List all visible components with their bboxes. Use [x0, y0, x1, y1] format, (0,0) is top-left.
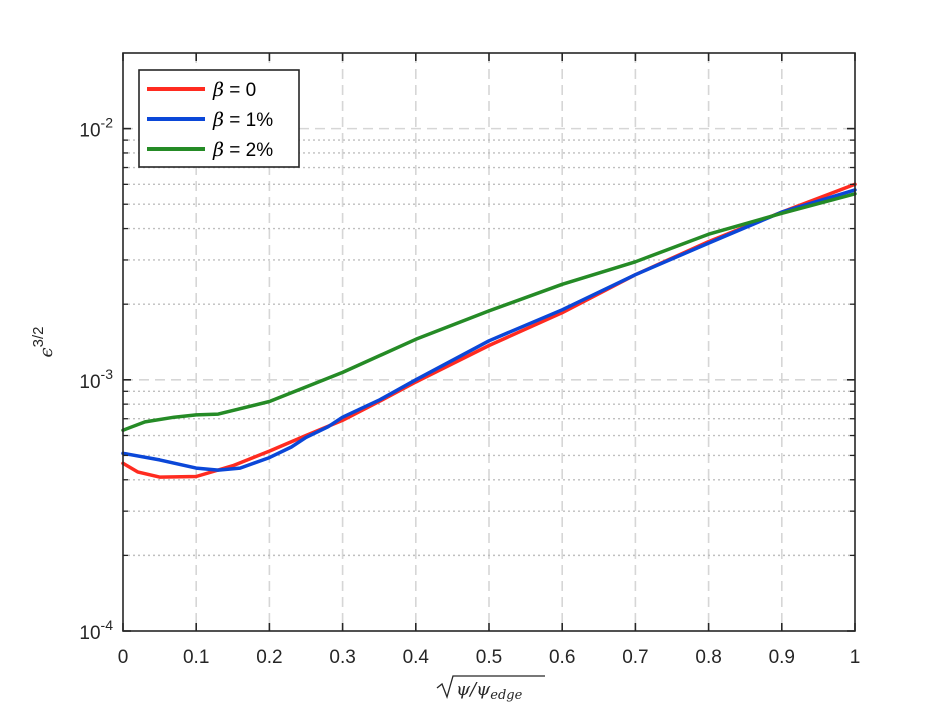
x-tick-labels: 0 0.1 0.2 0.3 0.4 0.5 0.6 0.7 0.8 0.9 1 [118, 647, 861, 668]
legend-label: β = 1% [212, 109, 273, 131]
y-axis-label: ϵ3/2 [30, 327, 57, 358]
x-tick-label: 0.2 [256, 647, 282, 668]
legend-label-value: = 0 [224, 80, 256, 101]
legend-label: β = 0 [212, 79, 256, 101]
y-tick-label-exp: -4 [101, 617, 114, 633]
axis-ticks [122, 53, 856, 632]
y-tick-label: 10-2 [79, 115, 113, 142]
x-tick-label: 0 [118, 647, 129, 668]
y-tick-label-base: 10 [79, 623, 100, 644]
series-lines [121, 182, 857, 479]
grid-lines [123, 53, 855, 631]
x-tick-label: 0.6 [549, 647, 575, 668]
x-tick-label: 0.4 [403, 647, 430, 668]
y-tick-label-exp: -3 [101, 366, 114, 382]
x-axis-label: ψ/ψedge [456, 679, 523, 703]
y-axis-label-sup: 3/2 [30, 327, 47, 348]
series-line [121, 192, 857, 432]
x-axis-label-sub: edge [490, 688, 522, 703]
legend-items: β = 0β = 1%β = 2% [147, 79, 273, 161]
y-tick-label-exp: -2 [101, 115, 114, 131]
x-axis-title: ψ/ψedge [436, 675, 545, 703]
y-tick-label: 10-3 [79, 366, 113, 393]
legend: β = 0β = 1%β = 2% [138, 69, 300, 168]
x-tick-label: 1 [850, 647, 861, 668]
series-line [121, 188, 857, 472]
x-axis-label-main: ψ/ψ [456, 679, 491, 700]
x-tick-label: 0.5 [476, 647, 502, 668]
y-tick-labels: 10-410-310-2 [79, 115, 113, 644]
x-tick-label: 0.3 [329, 647, 355, 668]
y-axis-label-base: ϵ [36, 347, 57, 357]
x-tick-label: 0.8 [695, 647, 721, 668]
legend-label-symbol: β [212, 79, 224, 101]
legend-label-symbol: β [212, 139, 224, 161]
legend-label-value: = 2% [224, 140, 273, 161]
y-tick-label-base: 10 [79, 372, 100, 393]
legend-label: β = 2% [212, 139, 273, 161]
y-tick-label: 10-4 [79, 617, 113, 644]
sqrt-symbol [436, 675, 545, 700]
x-tick-label: 0.9 [769, 647, 795, 668]
legend-label-symbol: β [212, 109, 224, 131]
x-tick-label: 0.1 [183, 647, 209, 668]
x-tick-label: 0.7 [622, 647, 648, 668]
legend-label-value: = 1% [224, 110, 273, 131]
y-tick-label-base: 10 [79, 121, 100, 142]
